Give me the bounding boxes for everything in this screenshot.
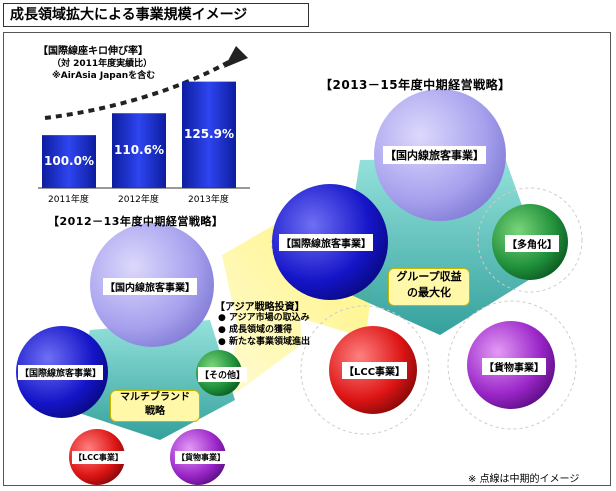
- chart-note-1: （対 2011年度実績比）: [52, 59, 153, 69]
- footnote: ※ 点線は中期的イメージ: [468, 474, 580, 485]
- bar-value-label: 125.9%: [184, 126, 234, 141]
- bar-category-label: 2013年度: [188, 195, 229, 205]
- bar-category-label: 2012年度: [118, 195, 159, 205]
- label-2012-lcc: 【LCC事業】: [72, 451, 125, 464]
- chart-heading: 【国際線座キロ伸び率】: [38, 46, 148, 57]
- page-title: 成長領域拡大による事業規模イメージ: [3, 3, 309, 27]
- center-2013-group-profit: グループ収益 の最大化: [388, 268, 470, 306]
- plan-2013-title: 【2013－15年度中期経営戦略】: [320, 78, 511, 92]
- label-2013-cargo: 【貨物事業】: [482, 358, 546, 375]
- dashed-circle-2: [477, 187, 583, 293]
- trend-arrow: [44, 58, 233, 120]
- bar-2011年度: [42, 135, 96, 188]
- asia-bullet-item: ● 成長領域の獲得: [218, 325, 292, 335]
- plan-2012-title: 【2012－13年度中期経営戦略】: [48, 215, 224, 228]
- trend-arrow-head: [224, 46, 248, 68]
- label-2012-international: 【国際線旅客事業】: [18, 365, 104, 380]
- label-2012-domestic: 【国内線旅客事業】: [103, 278, 197, 295]
- bar-2013年度: [182, 81, 236, 188]
- asia-bullet-list: ● アジア市場の取込み ● 成長領域の獲得 ● 新たな事業領域進出: [218, 312, 310, 348]
- label-2012-other: 【その他】: [198, 367, 248, 382]
- asia-heading: 【アジア戦略投資】: [215, 302, 305, 313]
- label-2013-domestic: 【国内線旅客事業】: [383, 146, 486, 164]
- dashed-circle-4: [447, 300, 577, 430]
- chart-note-2: ※AirAsia Japanを含む: [52, 71, 156, 81]
- label-2012-cargo: 【貨物事業】: [175, 451, 227, 464]
- asia-bullet-item: ● 新たな事業領域進出: [218, 337, 310, 347]
- center-2012-multibrand: マルチブランド 戦略: [110, 390, 200, 422]
- bar-value-label: 110.6%: [114, 142, 164, 157]
- dashed-circle-3: [300, 305, 430, 435]
- label-2013-lcc: 【LCC事業】: [342, 362, 408, 379]
- bar-2012年度: [112, 113, 166, 188]
- label-2013-international: 【国際線旅客事業】: [279, 234, 373, 251]
- bar-value-label: 100.0%: [44, 153, 94, 168]
- bar-group: [42, 81, 236, 188]
- label-2013-diversify: 【多角化】: [505, 235, 559, 252]
- bar-category-label: 2011年度: [48, 195, 89, 205]
- asia-bullet-item: ● アジア市場の取込み: [218, 313, 310, 323]
